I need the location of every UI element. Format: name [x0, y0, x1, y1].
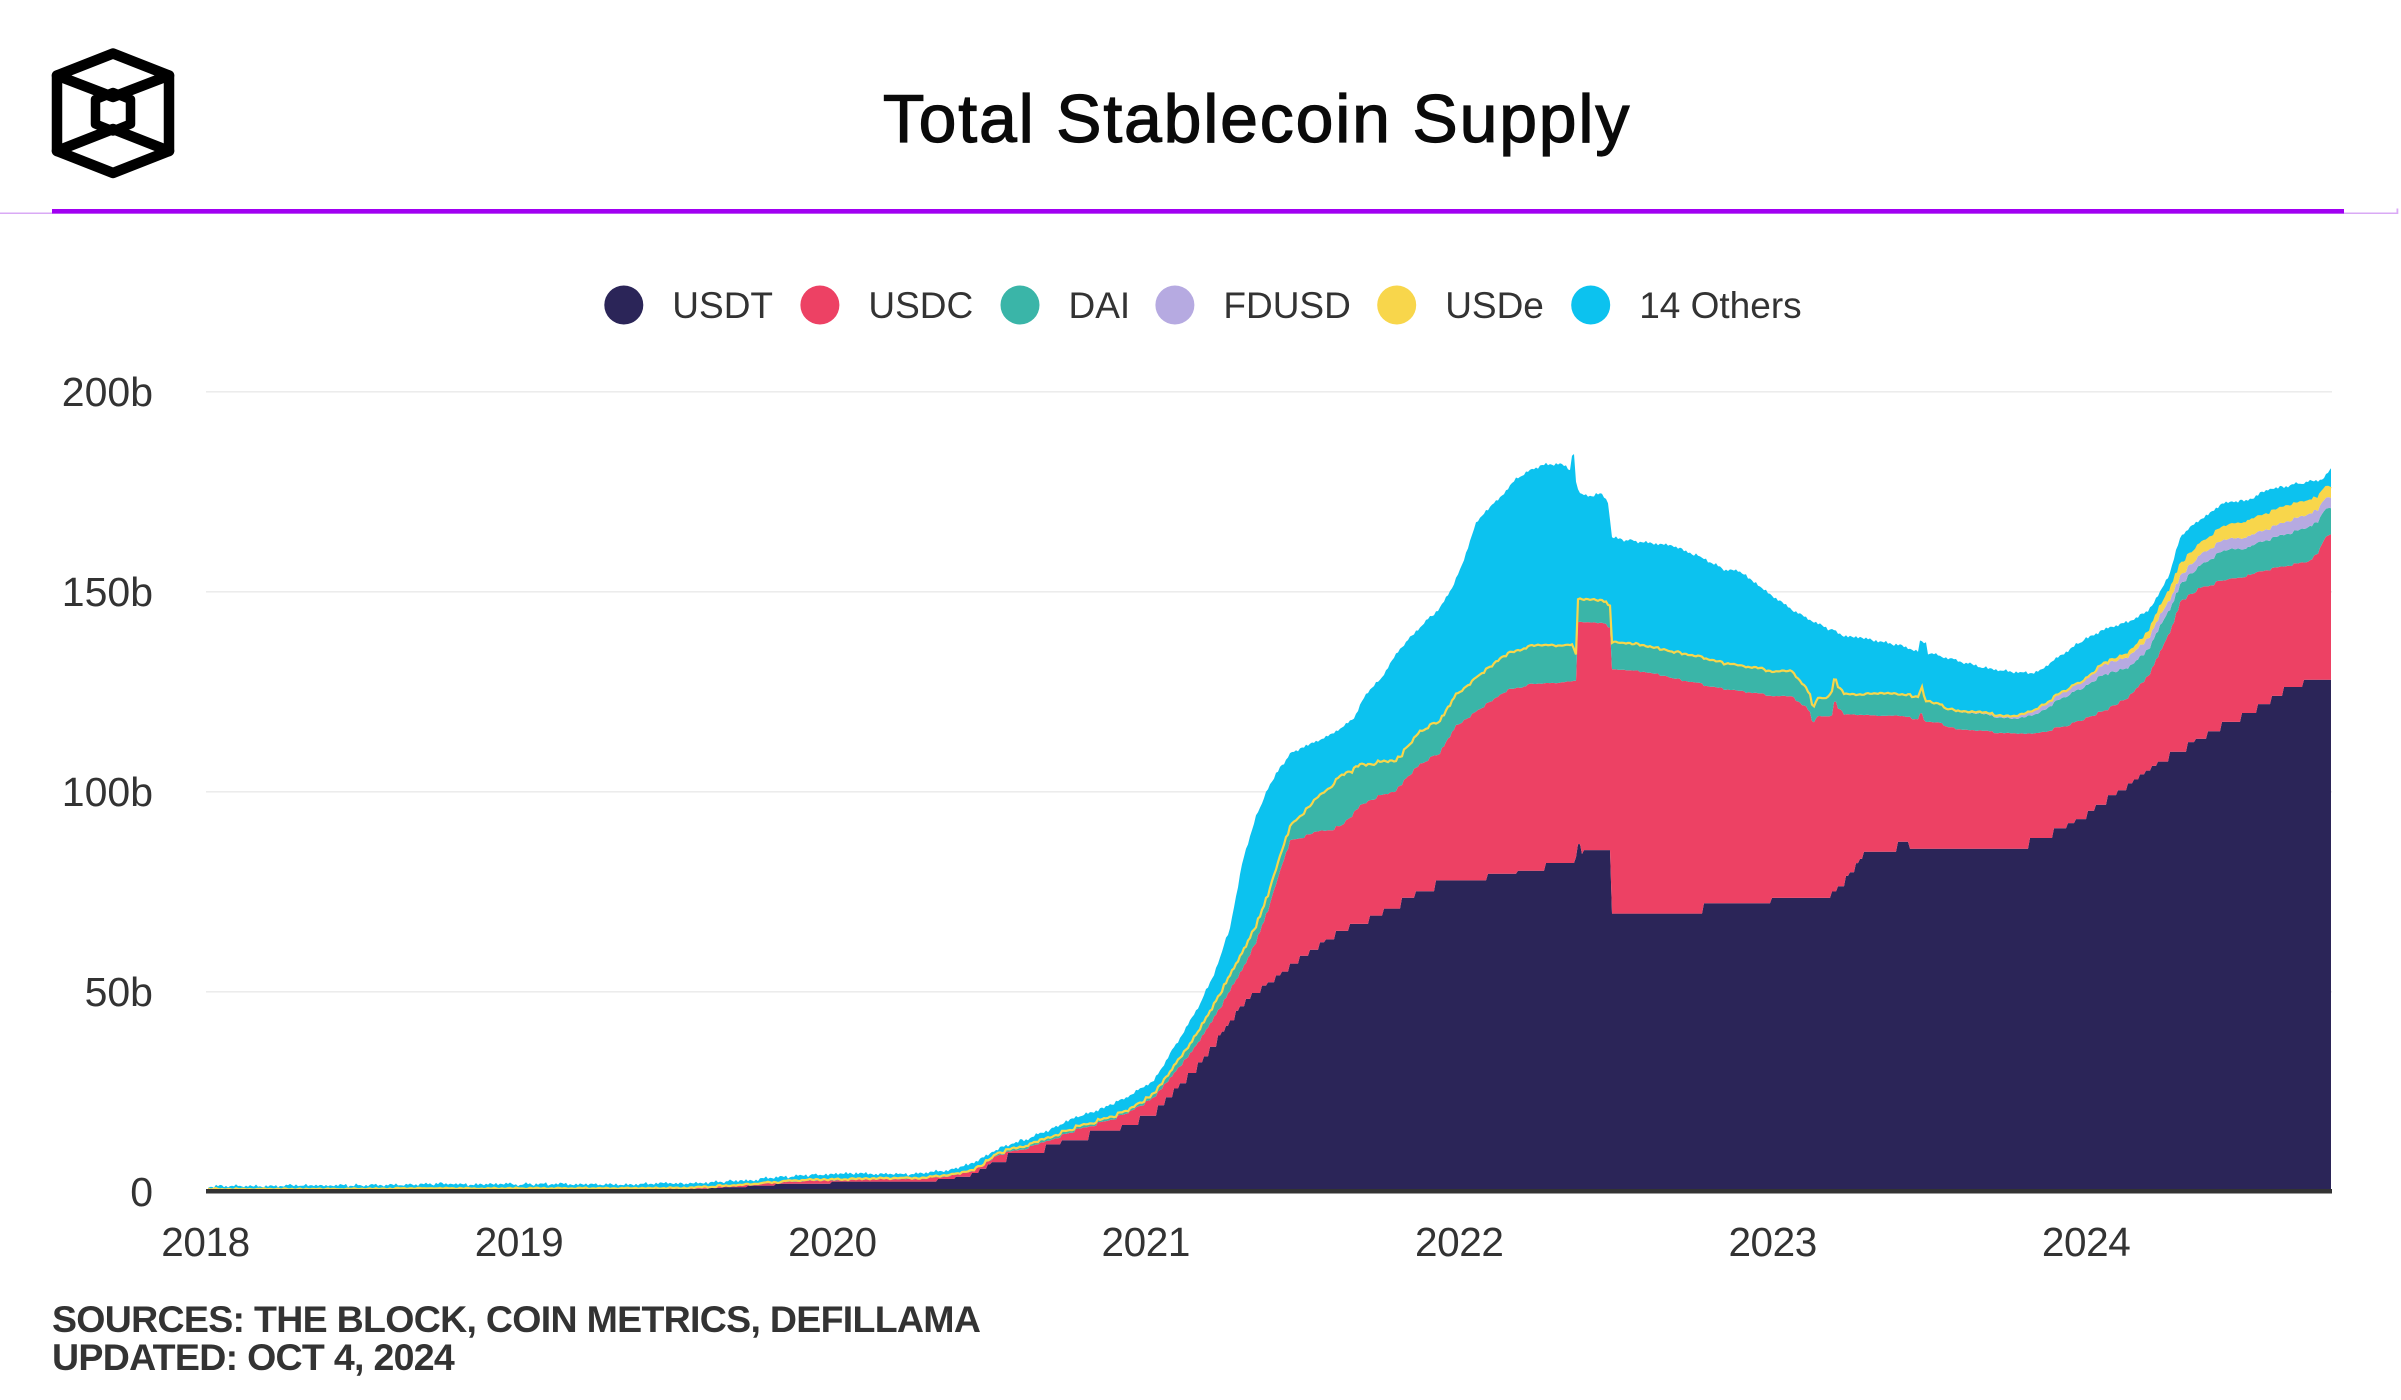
- svg-text:SOURCES: THE BLOCK, COIN METRI: SOURCES: THE BLOCK, COIN METRICS, DEFILL…: [52, 1298, 981, 1340]
- svg-text:2020: 2020: [788, 1219, 877, 1265]
- svg-text:200b: 200b: [62, 369, 153, 415]
- svg-text:Total Stablecoin Supply: Total Stablecoin Supply: [883, 81, 1631, 157]
- svg-text:2019: 2019: [475, 1219, 564, 1265]
- svg-text:14 Others: 14 Others: [1639, 285, 1801, 326]
- svg-text:USDe: USDe: [1445, 285, 1544, 326]
- svg-text:0: 0: [130, 1169, 153, 1215]
- svg-text:USDC: USDC: [868, 285, 973, 326]
- svg-text:2023: 2023: [1728, 1219, 1817, 1265]
- svg-text:100b: 100b: [62, 769, 153, 815]
- svg-text:USDT: USDT: [672, 285, 773, 326]
- svg-text:2024: 2024: [2042, 1219, 2131, 1265]
- svg-text:2022: 2022: [1415, 1219, 1504, 1265]
- svg-text:FDUSD: FDUSD: [1223, 285, 1350, 326]
- svg-text:DAI: DAI: [1069, 285, 1131, 326]
- svg-text:2021: 2021: [1102, 1219, 1191, 1265]
- svg-text:2018: 2018: [161, 1219, 250, 1265]
- svg-text:150b: 150b: [62, 569, 153, 615]
- svg-text:50b: 50b: [85, 969, 153, 1015]
- svg-text:UPDATED: OCT 4, 2024: UPDATED: OCT 4, 2024: [52, 1336, 455, 1378]
